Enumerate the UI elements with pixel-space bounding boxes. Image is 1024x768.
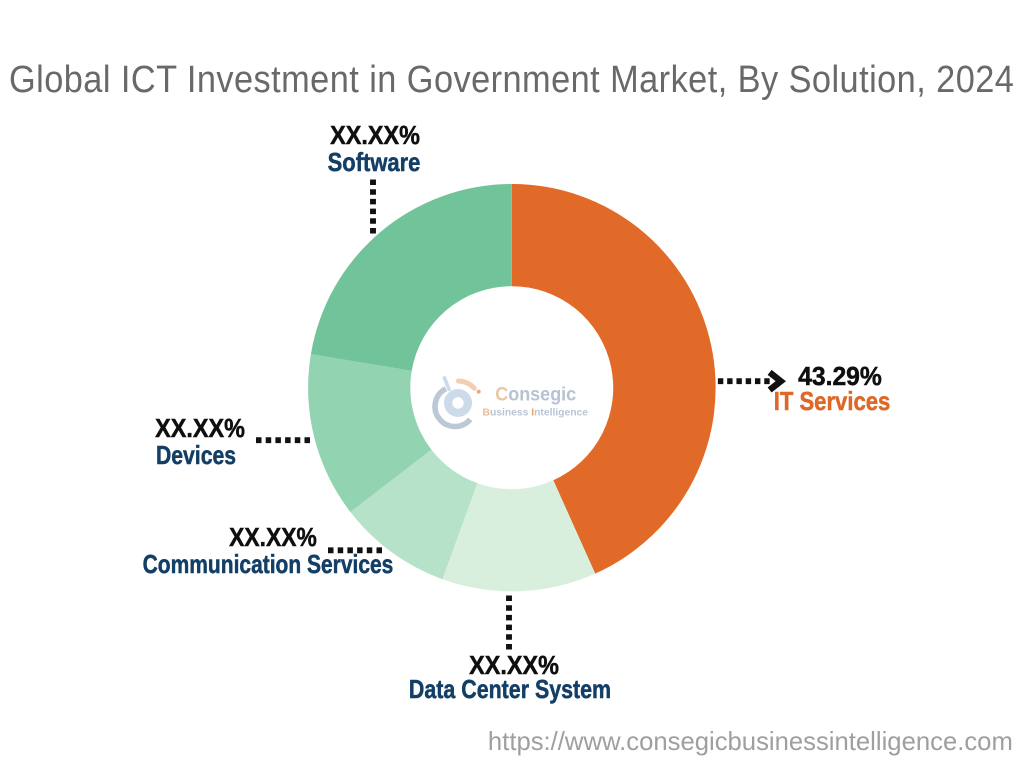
svg-text:Consegic: Consegic (495, 385, 576, 406)
svg-text:Business Intelligence: Business Intelligence (483, 407, 589, 419)
